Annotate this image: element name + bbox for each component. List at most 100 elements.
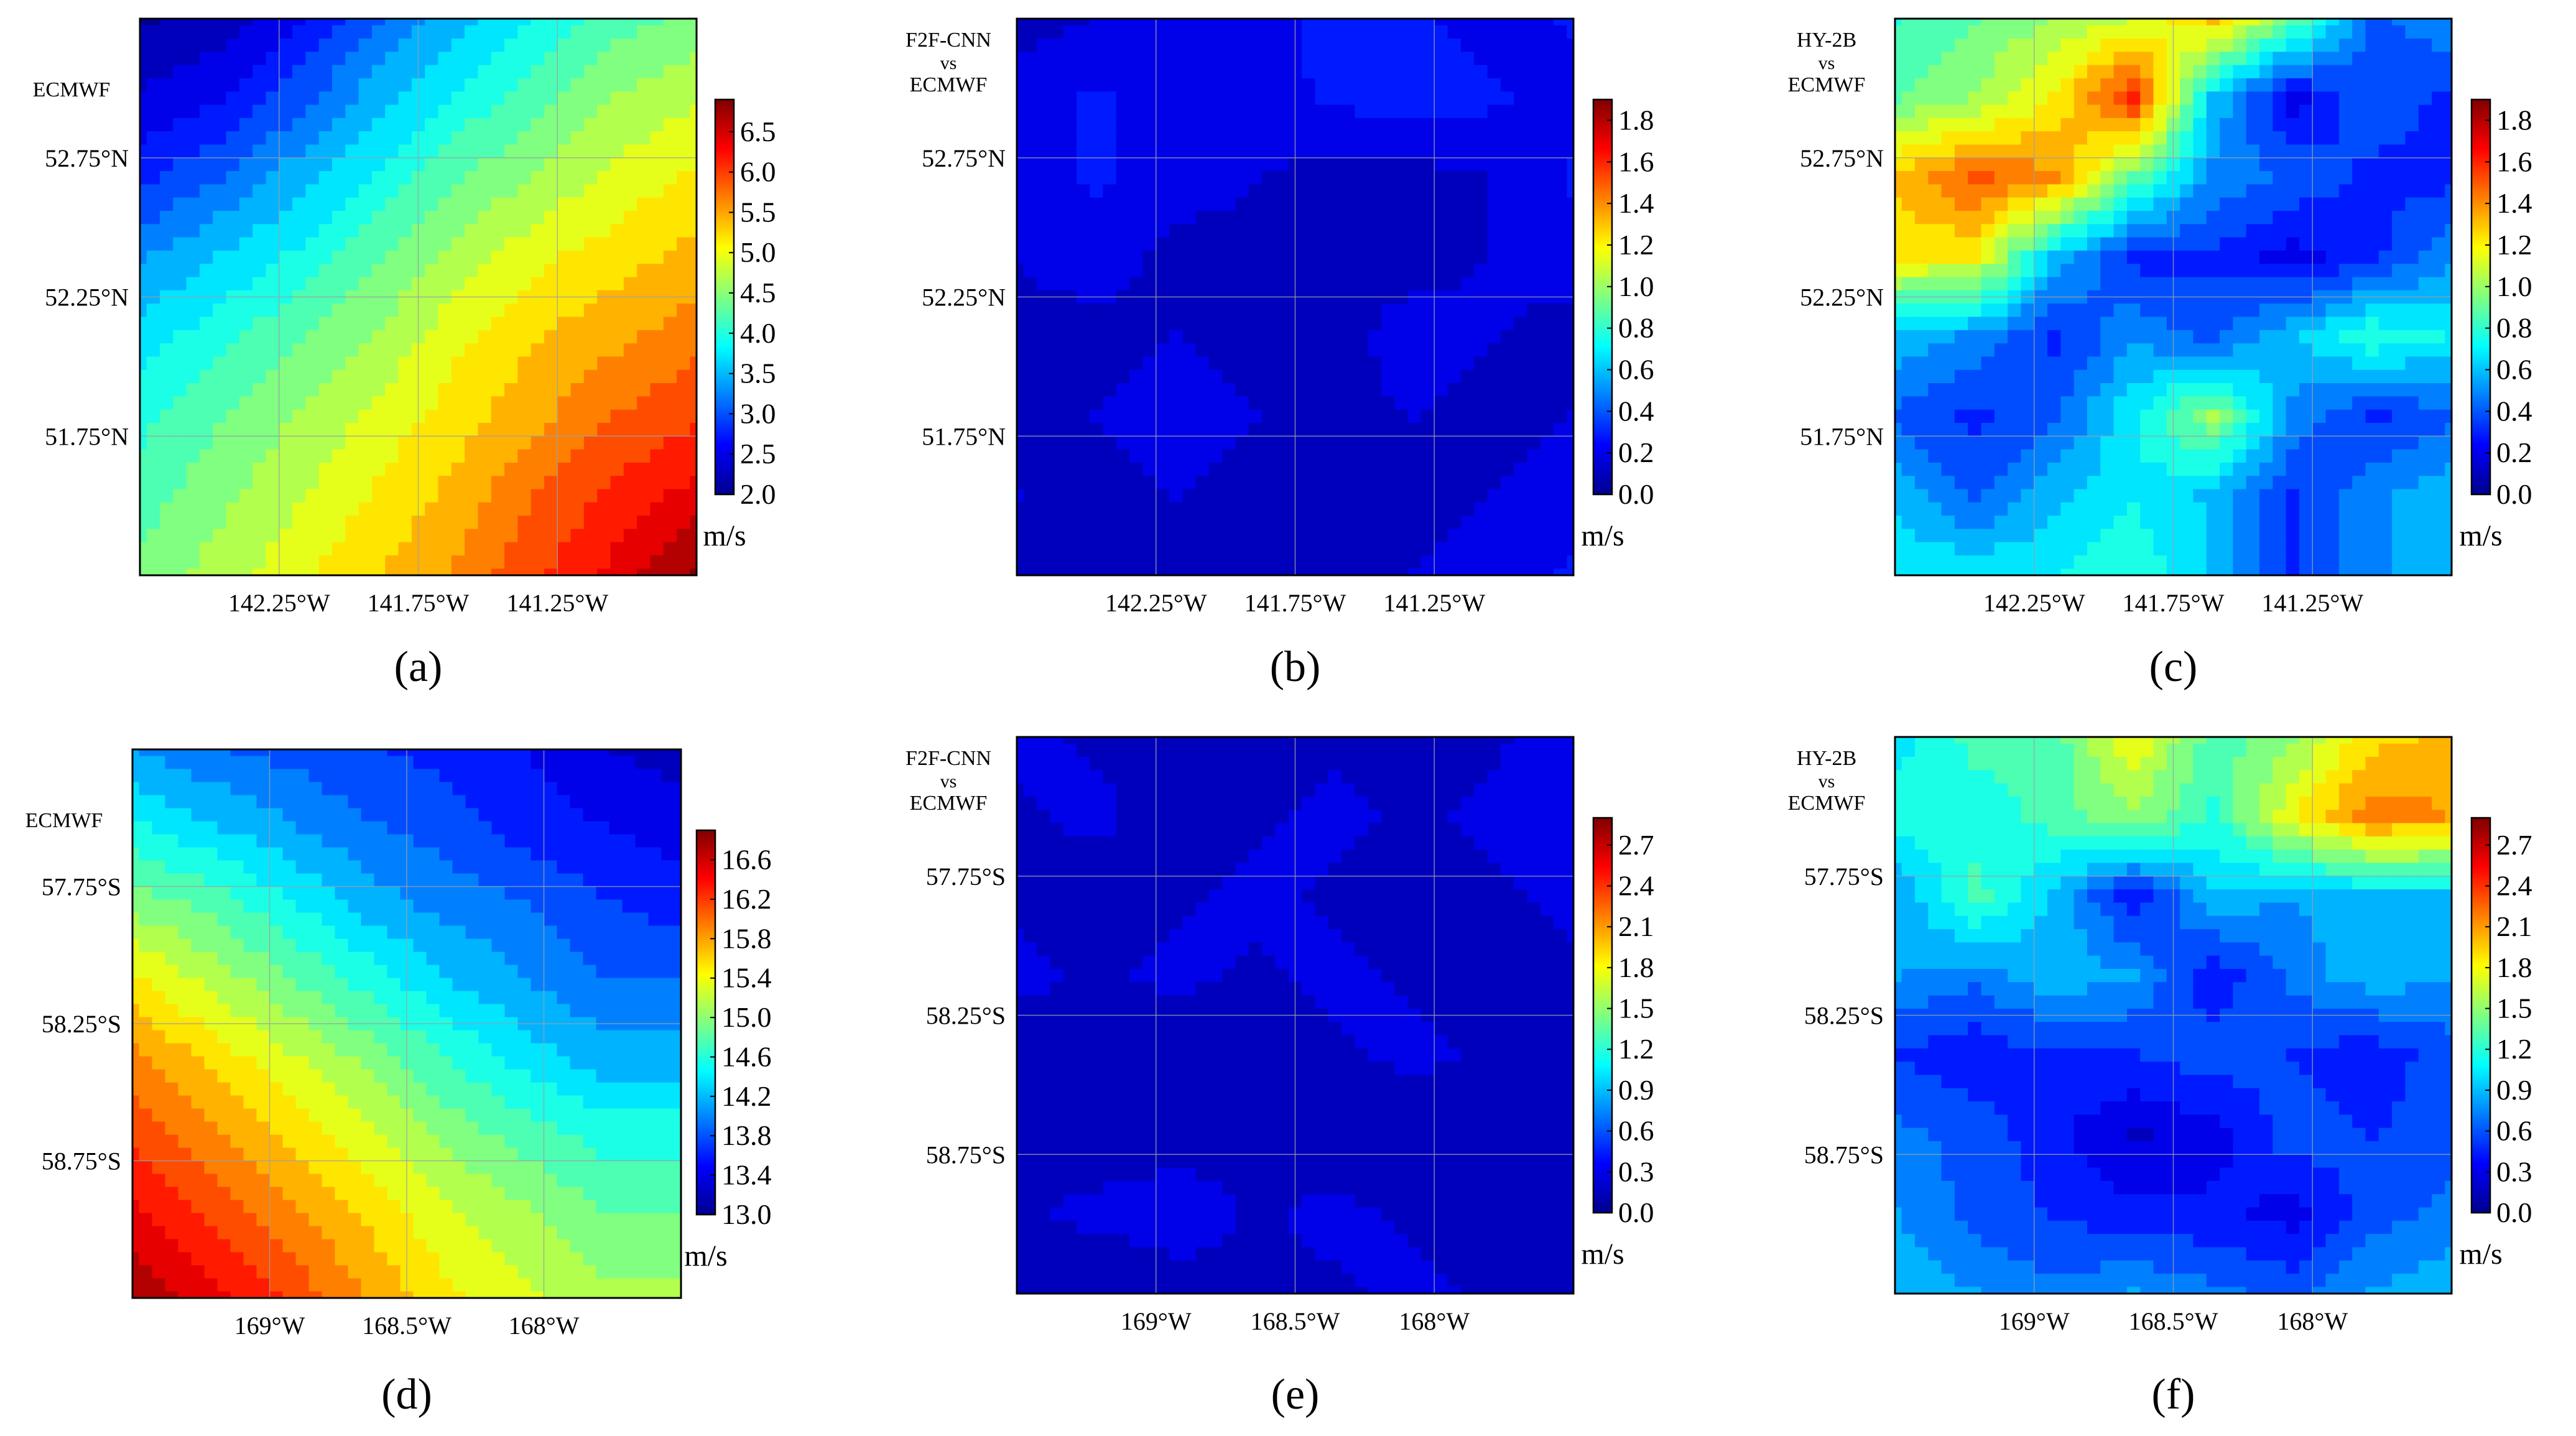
heatmap-cell <box>610 19 624 26</box>
heatmap-cell <box>318 131 333 146</box>
heatmap-cell <box>292 529 307 543</box>
heatmap-cell <box>2312 38 2327 53</box>
heatmap-cell <box>1076 264 1090 278</box>
heatmap-cell <box>623 502 637 516</box>
heatmap-cell <box>2180 144 2194 159</box>
heatmap-cell <box>1129 19 1144 26</box>
heatmap-cell <box>557 422 572 437</box>
heatmap-cell <box>517 91 532 106</box>
heatmap-cell <box>544 356 558 371</box>
heatmap-cell <box>2325 104 2340 119</box>
heatmap-cell <box>623 383 637 397</box>
colorbar-tick-label: 0.4 <box>1618 395 1654 427</box>
heatmap-cell <box>2299 210 2314 225</box>
heatmap-cell <box>1222 568 1236 575</box>
heatmap-cell <box>1235 91 1249 106</box>
heatmap-cell <box>2008 78 2022 92</box>
heatmap-cell <box>2352 65 2366 79</box>
heatmap-cell <box>2180 317 2194 331</box>
heatmap-cell <box>1103 369 1117 384</box>
heatmap-cell <box>2100 264 2115 278</box>
x-tick-label: 141.25°W <box>1383 589 1485 617</box>
panel-label: (b) <box>1270 643 1321 691</box>
heatmap-cell <box>1994 250 2008 265</box>
heatmap-cell <box>1420 118 1435 132</box>
heatmap-cell <box>371 210 386 225</box>
heatmap-cell <box>1248 330 1263 344</box>
heatmap-cell <box>1090 264 1104 278</box>
heatmap-cell <box>146 197 160 211</box>
heatmap-cell <box>1156 396 1170 410</box>
heatmap-cell <box>1023 38 1037 53</box>
heatmap-cell <box>1500 516 1514 530</box>
heatmap-cell <box>2365 78 2379 92</box>
heatmap-cell <box>1355 529 1369 543</box>
heatmap-cell <box>478 489 492 503</box>
heatmap-cell <box>2126 264 2141 278</box>
heatmap-cell <box>1050 78 1064 92</box>
plot-frame <box>139 17 698 577</box>
heatmap-cell <box>677 197 691 211</box>
heatmap-cell <box>2299 330 2314 344</box>
heatmap-cell <box>1407 277 1422 291</box>
heatmap-cell <box>530 356 545 371</box>
heatmap-cell <box>597 52 611 66</box>
heatmap-cell <box>1017 383 1024 397</box>
heatmap-cell <box>465 184 479 198</box>
heatmap-cell <box>1341 184 1356 198</box>
heatmap-cell <box>2126 131 2141 146</box>
heatmap-cell <box>583 356 598 371</box>
heatmap-cell <box>1341 330 1356 344</box>
heatmap-cell <box>226 210 240 225</box>
heatmap-cell <box>213 409 227 424</box>
heatmap-cell <box>1156 19 1170 26</box>
heatmap-cell <box>1182 52 1197 66</box>
heatmap-cell <box>1567 369 1573 384</box>
heatmap-cell <box>530 303 545 318</box>
heatmap-cell <box>1954 184 1968 198</box>
heatmap-cell <box>1368 78 1382 92</box>
heatmap-cell <box>1567 65 1573 79</box>
heatmap-cell <box>1928 343 1942 358</box>
heatmap-cell <box>2445 104 2452 119</box>
heatmap-cell <box>1090 118 1104 132</box>
heatmap-cell <box>1554 542 1568 556</box>
heatmap-cell <box>1368 52 1382 66</box>
heatmap-cell <box>398 356 412 371</box>
heatmap-cell <box>451 356 465 371</box>
heatmap-cell <box>2180 52 2194 66</box>
heatmap-cell <box>677 38 691 53</box>
heatmap-cell <box>140 542 147 556</box>
heatmap-cell <box>239 489 253 503</box>
heatmap-cell <box>2259 237 2274 251</box>
heatmap-cell <box>491 210 505 225</box>
heatmap-cell <box>331 422 346 437</box>
heatmap-cell <box>623 197 637 211</box>
heatmap-cell <box>1182 104 1197 119</box>
heatmap-cell <box>570 144 585 159</box>
heatmap-cell <box>1262 19 1276 26</box>
heatmap-cell <box>1407 237 1422 251</box>
heatmap-cell <box>371 476 386 490</box>
heatmap-cell <box>1208 171 1223 185</box>
heatmap-cell <box>425 383 439 397</box>
heatmap-cell <box>186 502 200 516</box>
heatmap-cell <box>663 91 677 106</box>
heatmap-cell <box>345 476 359 490</box>
heatmap-cell <box>1036 210 1051 225</box>
colorbar-tick-label: 6.5 <box>740 116 776 147</box>
heatmap-cell <box>331 224 346 238</box>
heatmap-cell <box>2021 91 2035 106</box>
heatmap-cell <box>530 383 545 397</box>
heatmap-cell <box>1447 224 1462 238</box>
heatmap-cell <box>597 277 611 291</box>
heatmap-cell <box>1017 277 1024 291</box>
heatmap-cell <box>491 542 505 556</box>
heatmap-cell <box>1017 343 1024 358</box>
heatmap-cell <box>1235 568 1249 575</box>
heatmap-cell <box>663 131 677 146</box>
heatmap-cell <box>146 171 160 185</box>
heatmap-cell <box>253 171 267 185</box>
heatmap-cell <box>1169 118 1184 132</box>
heatmap-cell <box>253 264 267 278</box>
